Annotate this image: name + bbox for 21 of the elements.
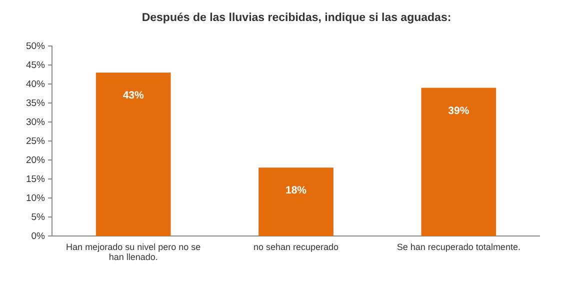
y-tick-label: 5% (31, 212, 46, 224)
y-tick-label: 50% (26, 41, 46, 52)
data-label: 18% (285, 184, 308, 197)
y-tick-label: 0% (31, 231, 46, 242)
bar (96, 72, 171, 236)
data-label: 43% (122, 90, 145, 102)
y-tick-label: 10% (26, 193, 46, 204)
y-tick-label: 15% (26, 174, 46, 186)
y-tick-label: 35% (26, 98, 46, 110)
x-tick-label: Han mejorado su nivel pero no se han llenado. (66, 242, 201, 262)
x-tick-label: Se han recuperado totalmente. (396, 242, 520, 252)
y-tick-label: 30% (26, 117, 46, 128)
y-tick-label: 40% (26, 79, 46, 90)
y-tick-label: 20% (26, 155, 46, 166)
bar (258, 168, 334, 236)
data-label: 39% (448, 104, 470, 117)
x-tick-label: no sehan recuperado (253, 242, 339, 252)
y-tick-label: 45% (26, 60, 46, 72)
y-tick-label: 25% (26, 136, 46, 148)
bar (421, 88, 496, 236)
chart-title: Después de las lluvias recibidas, indique si las aguadas: (142, 12, 452, 24)
